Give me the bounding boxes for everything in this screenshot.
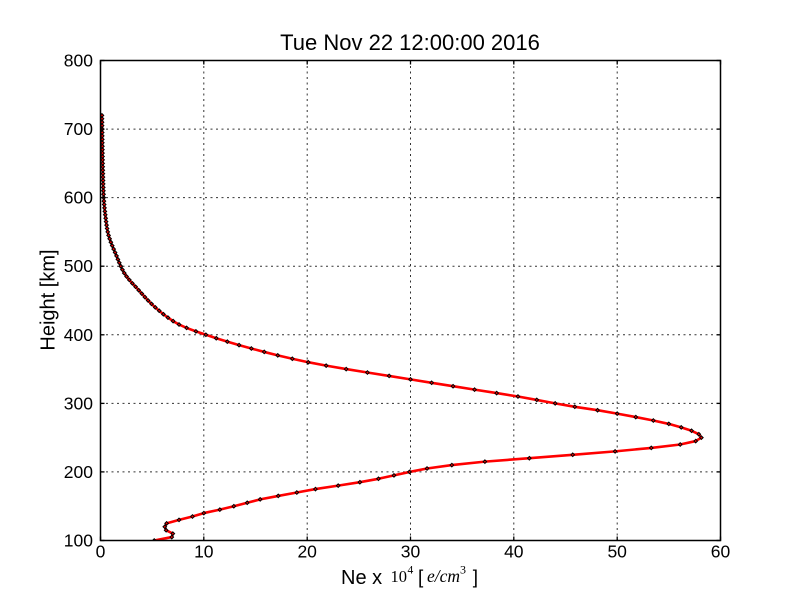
svg-text:Height [km]: Height [km] [38,249,60,350]
svg-text:30: 30 [401,542,421,562]
svg-text:60: 60 [711,542,731,562]
svg-text:0: 0 [96,542,106,562]
svg-text:400: 400 [64,325,93,345]
svg-text:e/cm: e/cm [427,566,460,586]
svg-text:50: 50 [607,542,627,562]
svg-text:40: 40 [504,542,524,562]
svg-text:Ne x: Ne x [341,567,388,589]
svg-text:300: 300 [64,393,93,413]
svg-text:600: 600 [64,188,93,208]
svg-text:10: 10 [194,542,214,562]
svg-text:700: 700 [64,119,93,139]
svg-text:]: ] [473,568,478,589]
svg-text:20: 20 [297,542,317,562]
svg-text:[: [ [418,568,424,589]
svg-text:4: 4 [408,565,414,577]
svg-text:500: 500 [64,256,93,276]
svg-text:800: 800 [64,51,93,71]
svg-text:200: 200 [64,462,93,482]
svg-text:3: 3 [460,563,466,577]
svg-text:Tue Nov 22 12:00:00 2016: Tue Nov 22 12:00:00 2016 [280,30,540,55]
svg-text:100: 100 [64,531,93,551]
svg-text:10: 10 [391,567,408,586]
